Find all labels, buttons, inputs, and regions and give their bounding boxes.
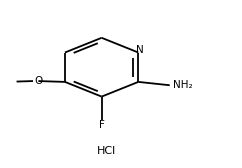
Text: NH₂: NH₂ xyxy=(174,80,193,90)
Text: N: N xyxy=(136,45,144,55)
Text: O: O xyxy=(34,76,42,86)
Text: HCl: HCl xyxy=(97,146,116,156)
Text: F: F xyxy=(99,120,105,131)
